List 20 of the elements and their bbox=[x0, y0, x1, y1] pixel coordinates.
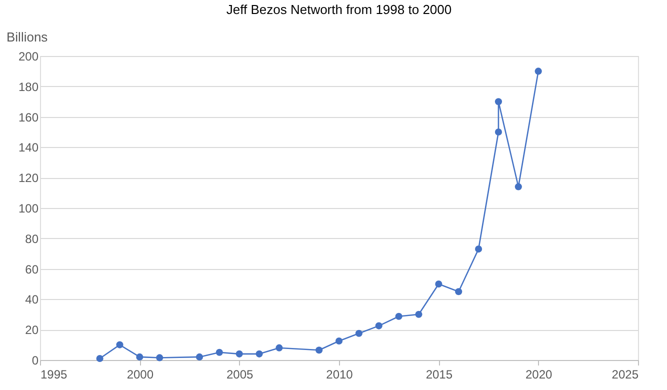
chart-title: Jeff Bezos Networth from 1998 to 2000 bbox=[226, 2, 452, 17]
y-tick-label: 140 bbox=[18, 140, 39, 155]
y-tick-label: 100 bbox=[18, 202, 39, 216]
y-tick-label: 160 bbox=[18, 110, 39, 124]
y-tick-label: 0 bbox=[32, 354, 39, 368]
x-tick-label: 2010 bbox=[326, 368, 354, 382]
y-axis-title: Billions bbox=[6, 30, 48, 44]
y-tick-label: 200 bbox=[18, 50, 39, 64]
y-tick-label: 80 bbox=[25, 232, 39, 246]
y-tick-label: 20 bbox=[25, 323, 39, 338]
x-tick-label: 1995 bbox=[40, 368, 68, 382]
x-tick-label: 2005 bbox=[226, 368, 254, 382]
y-tick-label: 40 bbox=[25, 292, 39, 307]
x-tick-label: 2020 bbox=[525, 368, 553, 382]
x-tick-label: 2000 bbox=[126, 368, 154, 382]
y-tick-label: 180 bbox=[18, 80, 39, 94]
y-tick-label: 60 bbox=[25, 262, 39, 276]
x-tick-label: 2025 bbox=[612, 368, 639, 382]
y-tick-label: 120 bbox=[18, 171, 39, 186]
x-tick-label: 2015 bbox=[426, 368, 453, 382]
